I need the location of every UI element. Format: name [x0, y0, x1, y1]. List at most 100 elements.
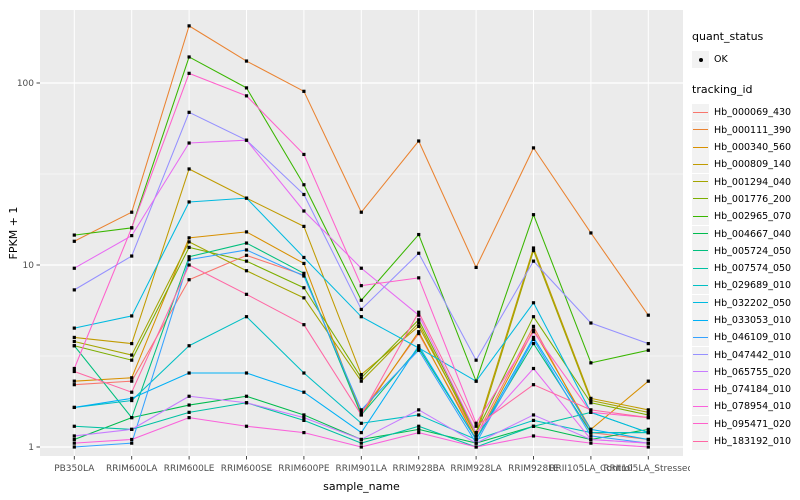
data-point: [474, 358, 478, 362]
legend-item-label: Hb_183192_010: [714, 436, 792, 448]
data-point: [474, 424, 478, 428]
y-tick-label: 100: [17, 79, 34, 89]
data-point: [531, 259, 536, 263]
data-point: [187, 141, 191, 145]
data-point: [417, 321, 421, 325]
data-point: [187, 416, 191, 420]
data-point: [531, 413, 536, 417]
data-point: [589, 427, 593, 431]
legend-key-box: [692, 277, 709, 295]
data-point: [302, 371, 306, 375]
line-swatch-icon: [693, 146, 708, 148]
data-point: [359, 445, 363, 449]
legend-item-label: Hb_047442_010: [714, 349, 792, 361]
data-point: [187, 236, 191, 240]
legend-key-box: [692, 329, 709, 347]
legend-item-label: Hb_065755_020: [714, 366, 792, 378]
data-point: [130, 254, 134, 258]
data-point: [646, 430, 650, 435]
legend-item-Hb_074184_010: Hb_074184_010: [692, 381, 792, 399]
data-point: [72, 288, 76, 292]
data-point: [244, 241, 249, 245]
data-point: [417, 408, 421, 412]
data-point: [187, 263, 191, 267]
legend-item-label: Hb_074184_010: [714, 384, 792, 396]
data-point: [130, 314, 134, 318]
legend-title-tracking-id: tracking_id: [692, 83, 753, 97]
data-point: [646, 441, 650, 445]
legend-item-label: Hb_046109_010: [714, 332, 792, 344]
data-point: [646, 413, 650, 417]
data-point: [302, 271, 306, 275]
data-point: [474, 441, 478, 445]
data-point: [359, 284, 363, 288]
data-point: [302, 296, 306, 300]
data-point: [187, 410, 191, 414]
legend-key-box: [692, 139, 709, 157]
data-point: [72, 266, 76, 270]
data-point: [359, 441, 363, 445]
legend-item-label: Hb_001776_200: [714, 193, 792, 205]
data-point: [359, 266, 363, 270]
x-tick-label: RRII105LA_Stressed: [603, 464, 690, 474]
x-tick-label: RRIM600SE: [221, 464, 273, 474]
legend-key-box: [692, 398, 709, 416]
legend-item-label: Hb_000069_430: [714, 107, 792, 119]
data-point: [130, 358, 134, 362]
data-point: [531, 315, 536, 319]
y-tick-label: 10: [23, 261, 35, 271]
data-point: [244, 292, 249, 296]
data-point: [474, 437, 478, 442]
data-point: [302, 416, 306, 420]
data-point: [244, 315, 249, 319]
data-point: [244, 253, 249, 257]
line-swatch-icon: [693, 215, 708, 217]
data-point: [302, 152, 306, 157]
data-point: [417, 346, 421, 350]
line-swatch-icon: [693, 198, 708, 200]
data-point: [417, 330, 421, 334]
data-point: [187, 403, 191, 407]
data-point: [130, 379, 134, 383]
line-swatch-icon: [693, 423, 708, 425]
legend-key-box: [692, 242, 709, 260]
data-point: [474, 434, 478, 438]
x-tick-label: RRIM600LE: [164, 464, 215, 474]
line-swatch-icon: [693, 336, 708, 338]
data-point: [531, 424, 536, 428]
data-point: [474, 430, 478, 435]
data-point: [130, 441, 134, 445]
data-point: [589, 408, 593, 412]
legend-item-Hb_002965_070: Hb_002965_070: [692, 208, 791, 226]
data-point: [187, 71, 191, 75]
data-point: [187, 371, 191, 375]
data-point: [417, 313, 421, 317]
legend-item-Hb_033053_010: Hb_033053_010: [692, 312, 791, 329]
data-point: [187, 110, 191, 114]
data-point: [417, 139, 421, 143]
legend-item-Hb_005724_050: Hb_005724_050: [692, 242, 791, 260]
data-point: [72, 383, 76, 387]
data-point: [646, 408, 650, 412]
data-point: [302, 209, 306, 213]
data-point: [417, 232, 421, 237]
data-point: [646, 341, 650, 346]
data-point: [130, 376, 134, 380]
legend-key-box: [692, 225, 709, 243]
data-point: [531, 246, 536, 250]
data-point: [130, 437, 134, 442]
data-point: [72, 369, 76, 374]
legend-item-Hb_183192_010: Hb_183192_010: [692, 433, 792, 451]
legend-key-box: [692, 208, 709, 226]
data-point: [646, 410, 650, 414]
data-point: [589, 361, 593, 365]
data-point: [531, 301, 536, 305]
data-point: [244, 94, 249, 98]
plot-canvas: PB350LA RRIM600LA RRIM600LE RRIM600SE RRIM60…: [7, 10, 690, 493]
legend-key-box: [692, 294, 709, 312]
line-swatch-icon: [693, 267, 708, 269]
data-point: [417, 344, 421, 348]
data-point: [359, 315, 363, 319]
data-point: [646, 437, 650, 442]
